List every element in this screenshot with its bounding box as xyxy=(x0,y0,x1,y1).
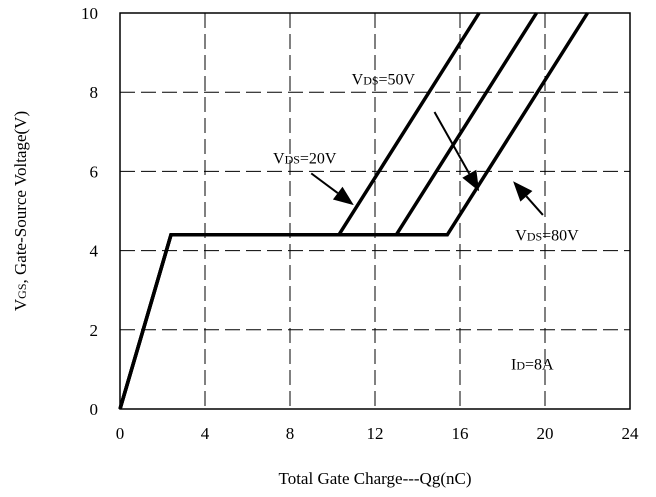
x-tick-label: 12 xyxy=(367,424,384,443)
annotation-arrow-vds50 xyxy=(433,111,471,175)
annotation-main: V xyxy=(273,150,285,167)
grid-lines xyxy=(120,13,630,409)
y-axis-label-main: V xyxy=(11,298,30,311)
annotation-rest: =80V xyxy=(542,228,579,245)
annotation-sub: DS xyxy=(363,73,378,87)
annotation-main: V xyxy=(352,71,364,88)
annotation-arrow-vds20 xyxy=(310,172,339,194)
annotation-main: I xyxy=(511,356,516,373)
y-tick-label: 0 xyxy=(90,400,99,419)
y-axis-label-sub: GS xyxy=(15,284,29,299)
series-line-3 xyxy=(118,12,589,410)
annotation-rest: =20V xyxy=(300,150,337,167)
annotation-vds80: VDS=80V xyxy=(515,228,579,245)
annotation-vds20: VDS=20V xyxy=(273,150,337,167)
y-axis-label-rest: , Gate-Source Voltage(V) xyxy=(11,111,30,284)
x-tick-label: 16 xyxy=(452,424,469,443)
y-tick-label: 10 xyxy=(81,4,98,23)
y-tick-label: 4 xyxy=(90,242,99,261)
series-line-1 xyxy=(118,12,481,410)
annotation-sub: DS xyxy=(527,230,542,244)
x-tick-label: 20 xyxy=(537,424,554,443)
annotation-arrowhead-vds50 xyxy=(462,169,480,192)
y-tick-label: 2 xyxy=(90,321,99,340)
series-line-2 xyxy=(118,12,538,410)
annotation-vds50: VDS=50V xyxy=(352,71,416,88)
annotation-main: V xyxy=(515,228,527,245)
annotation-arrowhead-vds80 xyxy=(513,181,533,202)
y-tick-label: 6 xyxy=(90,162,99,181)
y-tick-label: 8 xyxy=(90,83,99,102)
annotation-arrowhead-vds20 xyxy=(332,186,354,206)
annotation-arrow-vds80 xyxy=(525,195,544,216)
x-tick-label: 8 xyxy=(286,424,295,443)
series-lines xyxy=(118,12,589,410)
y-axis-label: VGS, Gate-Source Voltage(V) xyxy=(11,111,30,311)
annotation-id8a: ID=8A xyxy=(511,356,554,373)
x-tick-label: 0 xyxy=(116,424,125,443)
x-tick-label: 24 xyxy=(622,424,640,443)
annotation-rest: =50V xyxy=(379,71,416,88)
x-tick-label: 4 xyxy=(201,424,210,443)
annotation-sub: DS xyxy=(285,152,300,166)
annotation-rest: =8A xyxy=(525,356,554,373)
plot-frame xyxy=(119,12,631,410)
x-axis-label: Total Gate Charge---Qg(nC) xyxy=(279,469,472,488)
annotation-sub: D xyxy=(516,358,525,372)
